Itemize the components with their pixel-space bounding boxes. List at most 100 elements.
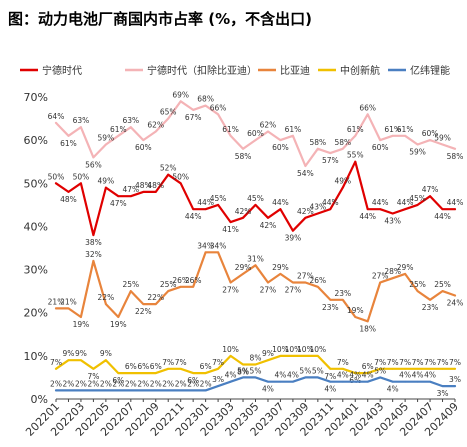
data-point (142, 372, 145, 375)
data-label: 64% (48, 112, 65, 121)
data-label: 52% (160, 164, 177, 173)
data-label: 66% (359, 103, 376, 112)
data-point (104, 359, 107, 362)
data-point (229, 281, 232, 284)
data-label: 7% (337, 358, 349, 367)
data-point (391, 367, 394, 370)
data-point (404, 134, 407, 137)
data-point (242, 376, 244, 379)
data-label: 45% (409, 194, 426, 203)
data-label: 58% (310, 138, 327, 147)
data-point (316, 376, 319, 379)
data-point (204, 208, 207, 211)
x-axis: 2022012022032022052022072022092022112023… (23, 398, 461, 439)
data-point (366, 372, 369, 375)
data-label: 2% (200, 379, 212, 388)
data-label: 44% (447, 198, 464, 207)
data-point (366, 113, 369, 116)
data-label: 59% (434, 133, 451, 142)
data-point (379, 376, 382, 379)
data-point (329, 208, 332, 211)
data-label: 7% (175, 358, 187, 367)
data-label: 50% (48, 172, 65, 181)
legend-label-2: 宁德时代（扣除比亚迪） (147, 64, 257, 77)
data-label: 24% (447, 298, 464, 307)
y-tick-label: 50% (24, 177, 48, 190)
data-point (454, 367, 456, 370)
data-label: 8% (250, 353, 262, 362)
data-point (129, 290, 132, 293)
data-label: 34% (197, 241, 214, 250)
data-label: 6% (200, 362, 212, 371)
data-label: 25% (160, 280, 177, 289)
data-label: 7% (212, 358, 224, 367)
data-point (391, 212, 394, 215)
data-point (55, 182, 57, 185)
y-tick-label: 40% (24, 220, 48, 233)
data-point (192, 389, 195, 392)
data-label: 19% (73, 320, 90, 329)
data-label: 69% (172, 90, 189, 99)
data-point (179, 389, 182, 392)
data-label: 49% (98, 177, 115, 186)
data-label: 6% (362, 362, 374, 371)
data-label: 32% (85, 250, 102, 259)
data-label: 42% (297, 207, 314, 216)
data-point (55, 367, 57, 370)
data-label: 23% (334, 289, 351, 298)
data-label: 4% (387, 385, 399, 394)
data-label: 50% (172, 172, 189, 181)
data-label: 7% (449, 358, 461, 367)
data-point (379, 281, 382, 284)
data-point (117, 134, 120, 137)
data-point (67, 134, 70, 137)
data-label: 2% (150, 379, 162, 388)
data-label: 4% (424, 371, 436, 380)
data-label: 2% (187, 379, 199, 388)
data-label: 45% (210, 194, 227, 203)
data-label: 60% (372, 143, 389, 152)
y-tick-label: 20% (24, 307, 48, 320)
data-label: 42% (235, 207, 252, 216)
data-label: 2% (175, 379, 187, 388)
data-label: 5% (250, 366, 262, 375)
data-label: 7% (162, 358, 174, 367)
data-point (316, 354, 319, 357)
data-point (104, 143, 107, 146)
data-label: 4% (349, 371, 361, 380)
series-2: 64%61%63%56%59%61%63%60%62%65%69%67%68%6… (48, 90, 464, 178)
data-point (117, 195, 120, 198)
data-point (441, 143, 444, 146)
data-point (366, 208, 369, 211)
data-point (441, 290, 444, 293)
data-point (80, 182, 82, 185)
data-point (316, 147, 319, 150)
data-label: 68% (197, 95, 214, 104)
data-point (154, 191, 157, 193)
data-label: 27% (372, 272, 389, 281)
data-point (92, 156, 95, 159)
data-point (292, 134, 294, 137)
data-label: 44% (397, 198, 414, 207)
data-point (279, 139, 282, 142)
data-point (279, 272, 282, 275)
data-label: 27% (260, 286, 277, 295)
data-label: 2% (87, 379, 99, 388)
data-label: 44% (372, 198, 389, 207)
data-label: 59% (98, 133, 115, 142)
data-label: 19% (347, 306, 364, 315)
data-point (117, 372, 120, 375)
data-point (304, 354, 307, 357)
data-point (391, 380, 394, 383)
data-point (55, 307, 57, 310)
data-label: 29% (235, 263, 252, 272)
data-point (429, 367, 431, 370)
data-point (379, 208, 382, 211)
data-label: 56% (85, 160, 102, 169)
data-label: 48% (60, 195, 77, 204)
data-label: 10% (297, 345, 314, 354)
legend-label-4: 中创新航 (340, 64, 380, 77)
data-label: 7% (412, 358, 424, 367)
data-label: 60% (422, 129, 439, 138)
data-point (267, 281, 269, 284)
